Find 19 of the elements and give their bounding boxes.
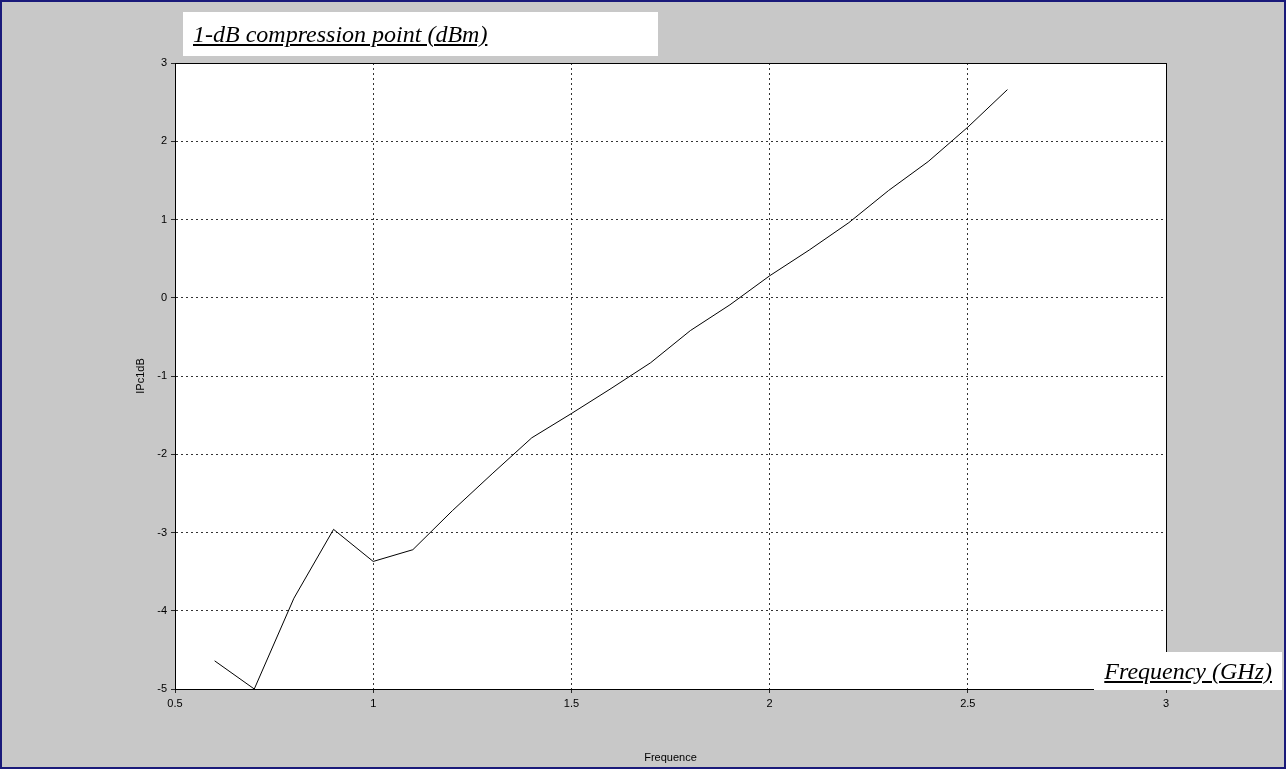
x-tick-label: 2 (766, 696, 773, 709)
x-tick-label: 0.5 (167, 696, 183, 709)
x-axis-title: Frequence (644, 751, 697, 764)
y-tick-label: 2 (160, 134, 167, 147)
x-tick-label: 3 (1162, 696, 1170, 709)
y-tick-label: -3 (157, 525, 167, 538)
x-tick-label: 2.5 (960, 696, 976, 709)
y-tick-label: 0 (160, 290, 167, 303)
y-tick-label: -2 (157, 447, 167, 460)
x-tick-label: 1 (370, 696, 377, 709)
y-tick-label: -4 (157, 603, 167, 616)
y-tick-label: 3 (160, 56, 167, 69)
y-tick-label: 1 (160, 212, 167, 225)
text: 1-dB compression point (dBm) (183, 12, 658, 56)
y-tick-label: -1 (157, 369, 167, 382)
x-tick-label: 1.5 (563, 696, 580, 709)
y-tick-label: -5 (157, 682, 167, 695)
y-axis-title: IPc1dB (133, 358, 146, 394)
annotation: Frequency (GHz) (1094, 652, 1282, 690)
